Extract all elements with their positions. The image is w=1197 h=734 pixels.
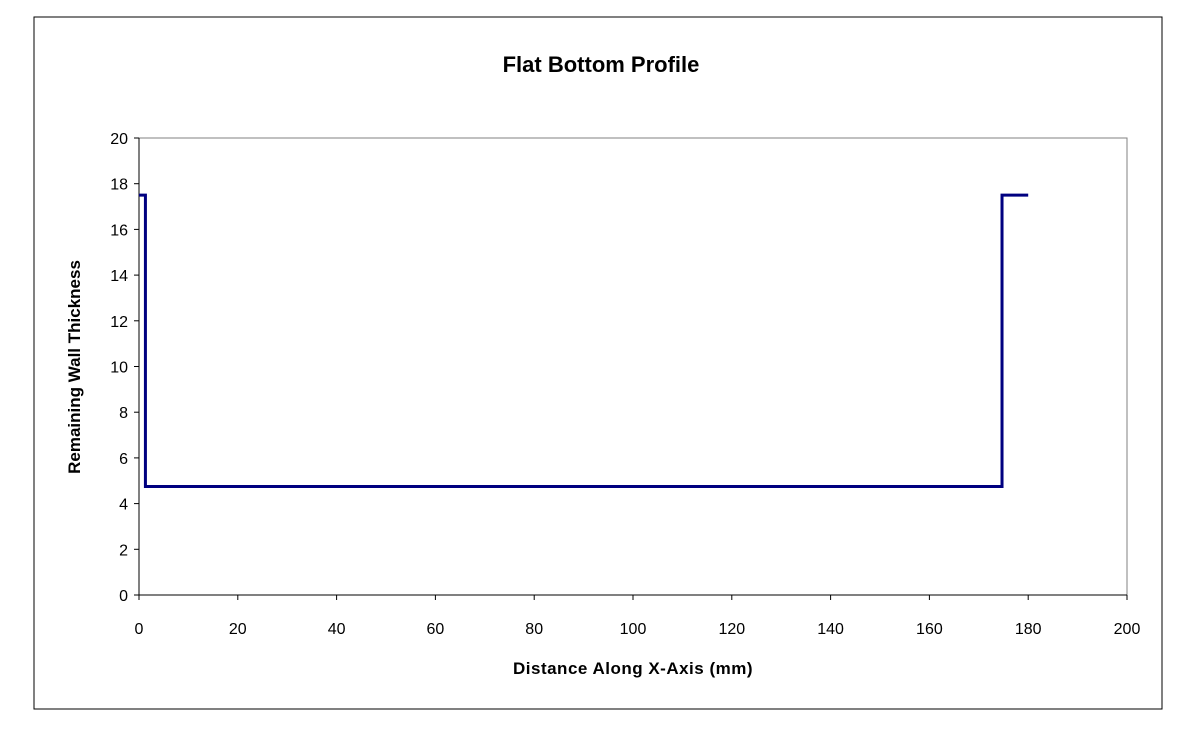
plot-area: [138, 137, 1128, 596]
x-tick-label: 100: [620, 621, 647, 638]
y-tick-label: 4: [119, 497, 128, 514]
y-tick-label: 14: [110, 268, 128, 285]
series-group: [139, 193, 1029, 488]
x-tick-label: 180: [1015, 621, 1042, 638]
x-axis-ticks: 0 20 40 60 80 100 120 140 160 180 200: [135, 595, 1141, 638]
y-axis-label: Remaining Wall Thickness: [65, 260, 84, 474]
x-axis-label: Distance Along X-Axis (mm): [513, 659, 753, 678]
x-tick-label: 120: [718, 621, 745, 638]
y-tick-label: 0: [119, 588, 128, 605]
series-line-0: [139, 193, 1029, 488]
x-tick-label: 80: [525, 621, 543, 638]
y-tick-label: 16: [110, 222, 128, 239]
x-tick-label: 160: [916, 621, 943, 638]
x-tick-label: 0: [135, 621, 144, 638]
x-tick-label: 200: [1114, 621, 1141, 638]
x-tick-label: 140: [817, 621, 844, 638]
y-tick-label: 12: [110, 314, 128, 331]
y-tick-label: 8: [119, 405, 128, 422]
x-tick-label: 20: [229, 621, 247, 638]
y-tick-label: 2: [119, 542, 128, 559]
y-axis-ticks: 0 2 4 6 8 10 12 14 16 18 20: [110, 131, 139, 605]
y-tick-label: 6: [119, 451, 128, 468]
x-tick-label: 40: [328, 621, 346, 638]
x-tick-label: 60: [427, 621, 445, 638]
y-tick-label: 10: [110, 360, 128, 377]
y-tick-label: 18: [110, 177, 128, 194]
chart-title: Flat Bottom Profile: [503, 52, 700, 77]
y-tick-label: 20: [110, 131, 128, 148]
